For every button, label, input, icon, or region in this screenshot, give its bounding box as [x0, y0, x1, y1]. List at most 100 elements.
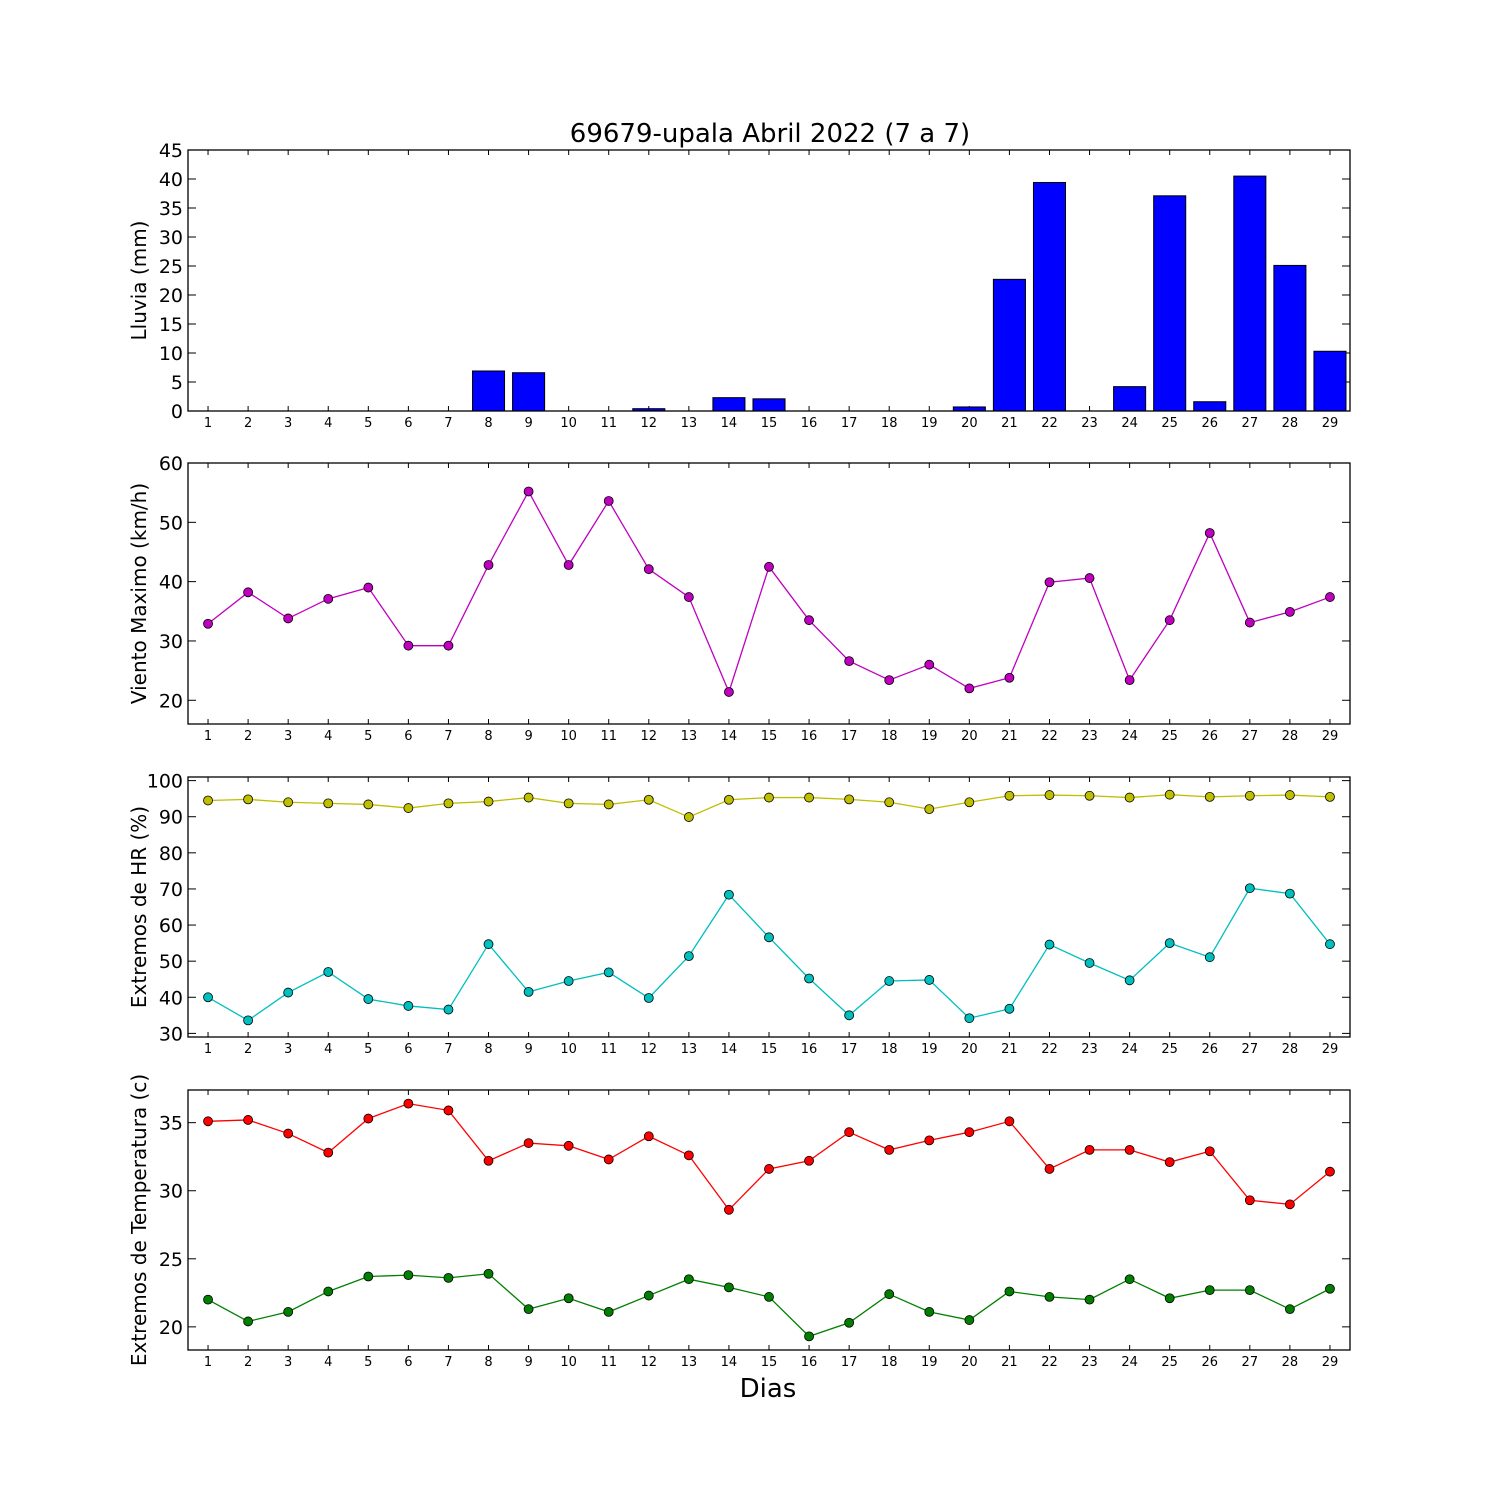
data-point [724, 794, 734, 805]
x-tick-label: 1 [204, 416, 212, 431]
x-tick-label: 28 [1282, 729, 1299, 744]
data-point [724, 1204, 734, 1215]
data-point [363, 799, 374, 810]
x-tick-label: 28 [1282, 1355, 1299, 1370]
data-point [1164, 789, 1175, 800]
y-tick-label: 0 [171, 401, 183, 423]
x-tick-label: 9 [524, 416, 532, 431]
x-tick-label: 24 [1121, 416, 1138, 431]
data-point [1244, 1285, 1255, 1296]
data-point [1044, 939, 1055, 950]
x-tick-label: 10 [560, 1355, 577, 1370]
y-tick-label: 60 [159, 915, 183, 937]
data-point [323, 1286, 334, 1297]
y-tick-label: 70 [159, 879, 183, 901]
x-tick-label: 29 [1322, 416, 1339, 431]
data-point [523, 1304, 534, 1315]
data-point [844, 794, 855, 805]
data-point [884, 675, 895, 686]
x-tick-label: 15 [761, 416, 778, 431]
data-point [243, 587, 254, 598]
x-axis-label: Dias [740, 1374, 797, 1404]
y-tick-label: 15 [159, 314, 183, 336]
x-tick-label: 26 [1201, 1355, 1218, 1370]
x-tick-label: 21 [1001, 1355, 1018, 1370]
data-point [683, 812, 694, 822]
data-point [563, 798, 574, 809]
y-axis-label: Extremos de Temperatura (c) [127, 1074, 151, 1366]
data-point [563, 976, 574, 986]
data-point [603, 967, 614, 978]
data-point [243, 1316, 254, 1327]
y-tick-label: 40 [159, 169, 183, 191]
series-line [207, 1273, 1331, 1338]
data-point [844, 1317, 855, 1328]
x-tick-label: 20 [961, 416, 978, 431]
data-point [1044, 1164, 1055, 1174]
x-tick-label: 9 [524, 1355, 532, 1370]
data-point [964, 683, 975, 694]
bar [1153, 195, 1187, 412]
data-point [764, 932, 774, 943]
x-tick-label: 2 [244, 1042, 252, 1057]
data-point [683, 1150, 694, 1161]
data-point [323, 798, 334, 809]
x-tick-label: 5 [364, 1042, 372, 1057]
data-point [323, 593, 334, 604]
x-tick-label: 25 [1161, 416, 1178, 431]
x-tick-label: 12 [641, 729, 658, 744]
x-tick-label: 14 [721, 729, 738, 744]
y-tick-label: 25 [159, 1249, 183, 1271]
y-tick-label: 60 [159, 453, 183, 475]
data-point [764, 1292, 774, 1302]
data-point [1124, 675, 1135, 686]
y-tick-label: 10 [159, 343, 183, 365]
x-tick-label: 4 [324, 1355, 332, 1370]
data-point [243, 1115, 254, 1125]
data-point [363, 1113, 374, 1124]
data-point [523, 792, 534, 803]
data-point [1004, 1003, 1015, 1014]
x-tick-label: 12 [641, 416, 658, 431]
data-point [1164, 1293, 1175, 1304]
x-tick-label: 22 [1041, 1355, 1058, 1370]
y-tick-label: 40 [159, 572, 183, 594]
data-point [884, 1144, 895, 1155]
data-point [964, 1315, 975, 1325]
bar [752, 398, 786, 412]
data-point [283, 797, 294, 808]
data-point [483, 939, 494, 950]
data-point [1284, 888, 1295, 899]
data-point [363, 1271, 374, 1282]
data-point [363, 582, 374, 593]
y-tick-label: 35 [159, 1113, 183, 1135]
x-tick-label: 23 [1081, 729, 1098, 744]
y-tick-label: 20 [159, 285, 183, 307]
x-tick-label: 23 [1081, 1042, 1098, 1057]
data-point [1204, 952, 1215, 963]
x-tick-label: 17 [841, 729, 858, 744]
x-tick-label: 4 [324, 1042, 332, 1057]
data-point [203, 1294, 213, 1305]
x-tick-label: 3 [284, 416, 292, 431]
data-point [323, 967, 334, 977]
data-point [483, 1268, 494, 1279]
data-point [804, 615, 814, 626]
y-tick-label: 20 [159, 690, 183, 712]
x-tick-label: 28 [1282, 416, 1299, 431]
y-tick-label: 90 [159, 807, 183, 829]
x-tick-label: 5 [364, 729, 372, 744]
data-point [323, 1147, 334, 1158]
x-tick-label: 13 [681, 1042, 698, 1057]
data-point [964, 1013, 975, 1024]
data-point [1325, 592, 1335, 602]
x-tick-label: 22 [1041, 1042, 1058, 1057]
x-tick-label: 20 [961, 1355, 978, 1370]
data-point [443, 1004, 454, 1015]
bar [512, 372, 546, 412]
data-point [523, 1138, 534, 1148]
data-point [363, 994, 374, 1004]
x-tick-label: 3 [284, 729, 292, 744]
x-tick-label: 6 [404, 1042, 412, 1057]
